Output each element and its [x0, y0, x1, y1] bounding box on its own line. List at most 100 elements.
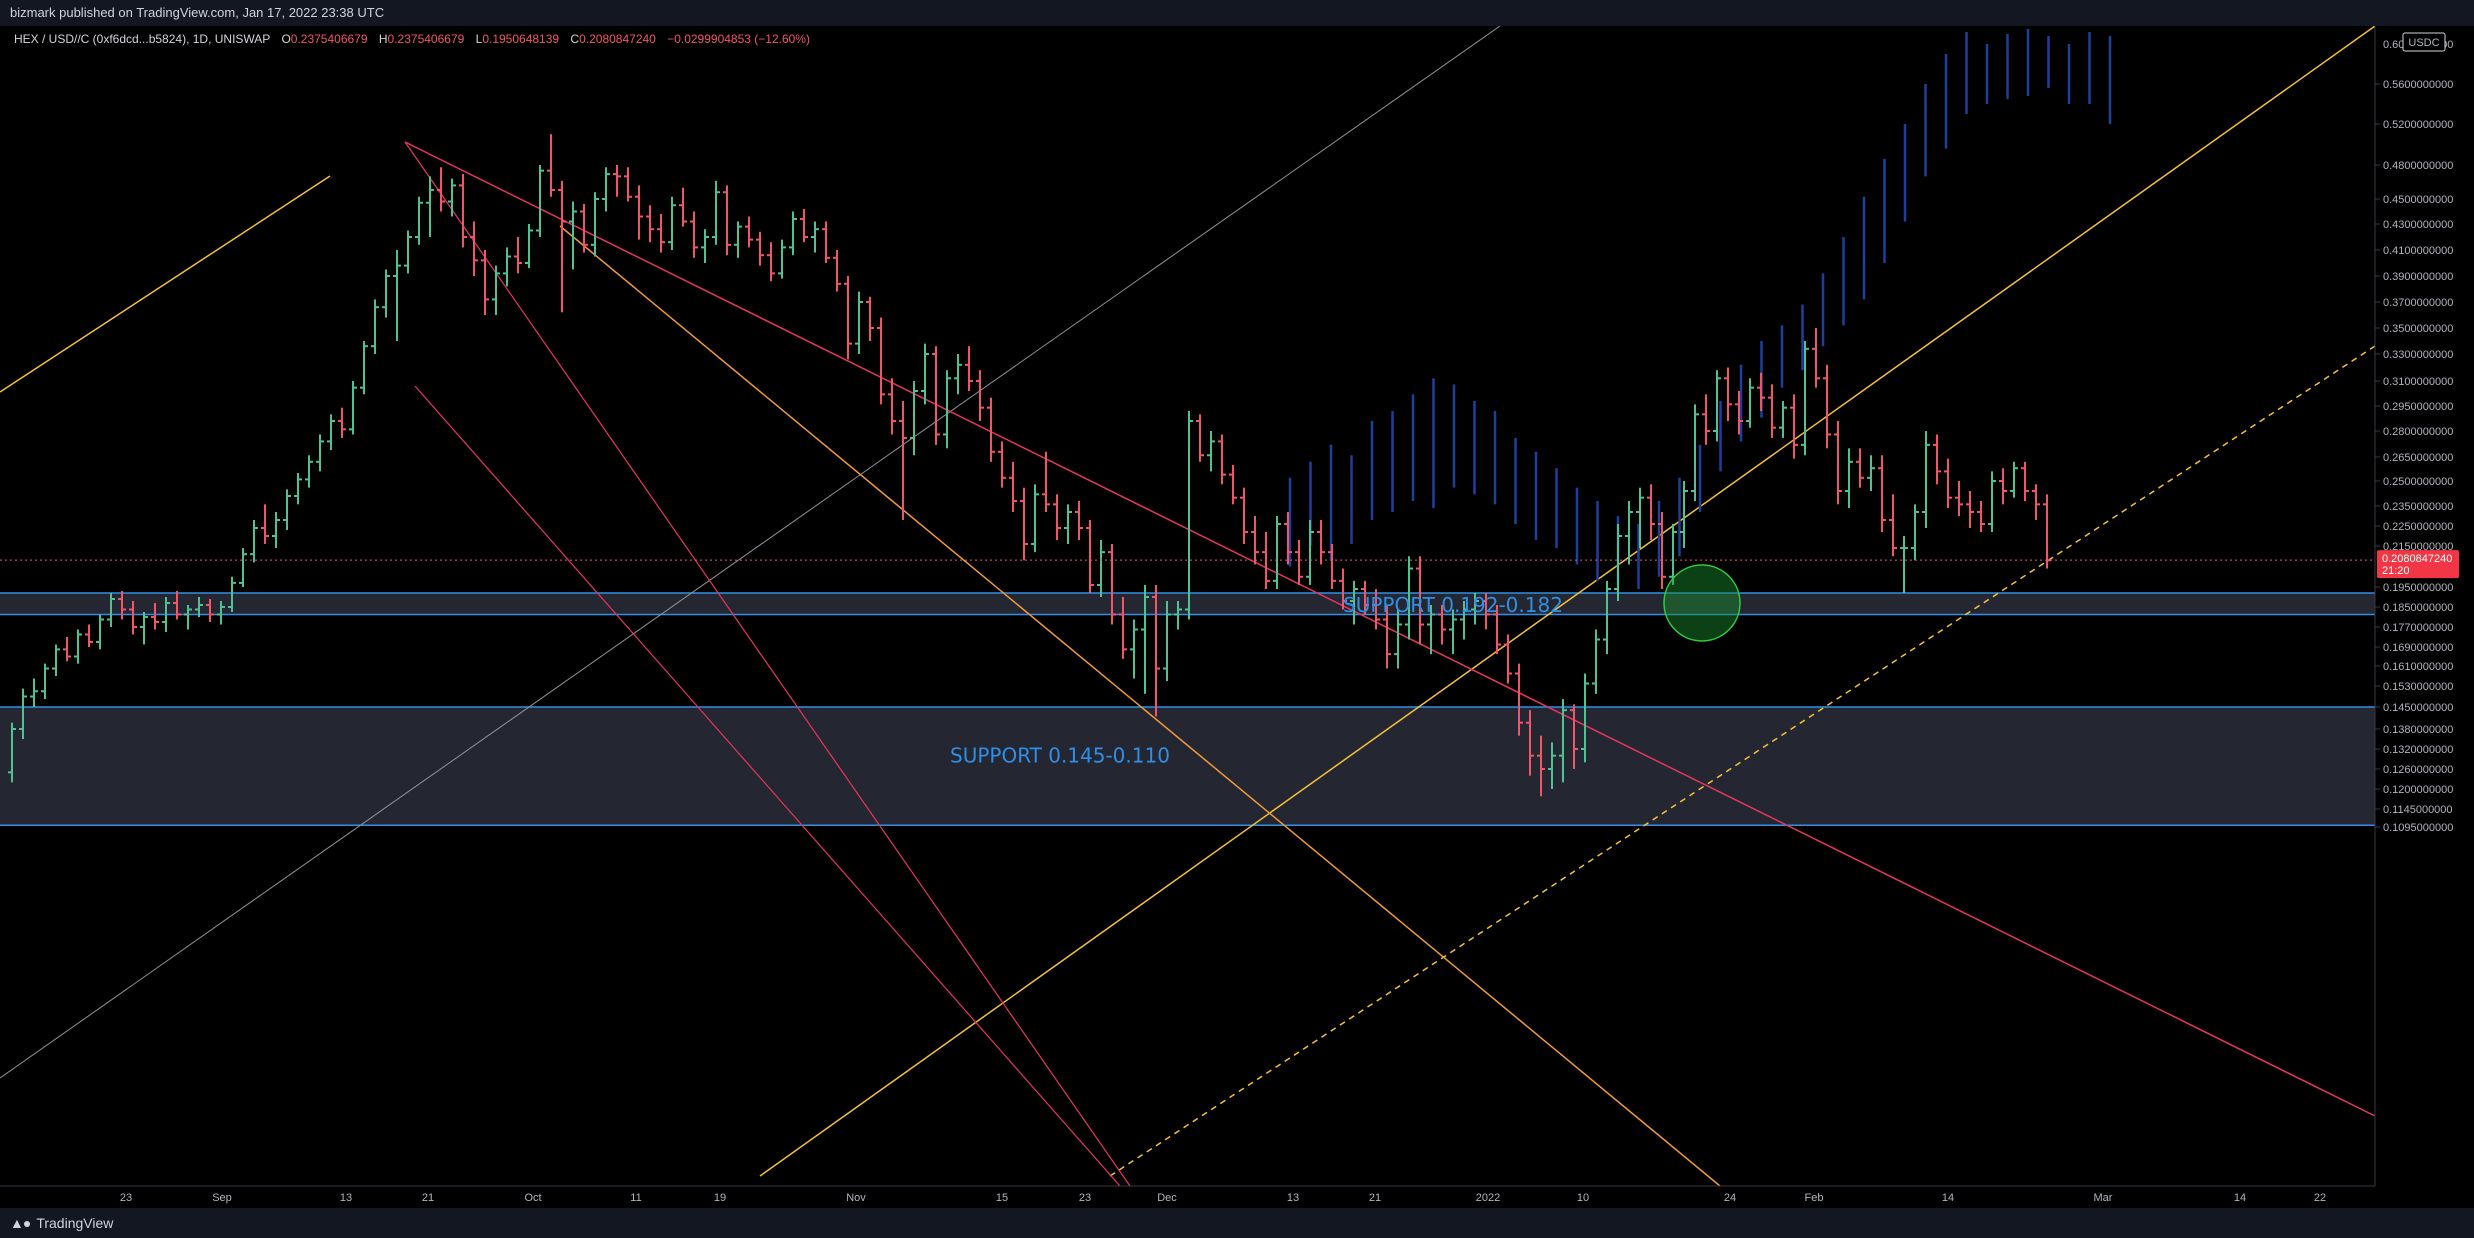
y-tick-label: 0.2800000000: [2383, 426, 2453, 438]
ohlc-bar: [646, 205, 654, 243]
ohlc-bar: [1405, 556, 1413, 640]
ohlc-bar: [1834, 421, 1842, 505]
ohlc-bar: [393, 250, 401, 341]
ohlc-bar: [1064, 504, 1072, 544]
ohlc-bar: [712, 180, 720, 245]
ohlc-bar: [184, 605, 192, 630]
ohlc-bar: [1031, 484, 1039, 553]
ohlc-bar: [1339, 568, 1347, 610]
ohlc-bar: [1152, 584, 1160, 717]
y-tick-label: 0.1320000000: [2383, 744, 2453, 756]
red-steep-line[interactable]: [404, 141, 1131, 1187]
ohlc-bar: [1878, 455, 1886, 532]
red-descending-trendline[interactable]: [404, 141, 2376, 1117]
trend-lines-layer: [0, 26, 2376, 1187]
ohlc-bar: [1746, 378, 1754, 428]
ohlc-bar: [1779, 401, 1787, 438]
long-channel-line[interactable]: [759, 26, 2376, 1177]
ohlc-bar: [613, 165, 621, 197]
x-tick-label: 22: [2314, 1192, 2326, 1204]
x-tick-label: 21: [1369, 1192, 1381, 1204]
ohlc-bar: [426, 176, 434, 237]
ohlc-bar: [1053, 494, 1061, 540]
ohlc-bar: [1295, 540, 1303, 585]
ohlc-bar: [1174, 601, 1182, 630]
ohlc-bar: [349, 381, 357, 435]
red-fan-line[interactable]: [414, 385, 1121, 1187]
legend-high-label: H: [379, 32, 388, 46]
x-tick-label: 13: [1287, 1192, 1299, 1204]
y-tick-label: 0.2350000000: [2383, 501, 2453, 513]
ohlc-bar: [1471, 593, 1479, 625]
ohlc-bar: [1273, 516, 1281, 589]
legend-low: 0.1950648139: [482, 32, 559, 46]
ohlc-bar: [822, 221, 830, 263]
ohlc-bar: [536, 165, 544, 237]
price-chart[interactable]: SUPPORT 0.192-0.182 SUPPORT 0.145-0.110 0…: [0, 26, 2474, 1208]
ohlc-bar: [63, 637, 71, 662]
ohlc-bar: [855, 291, 863, 354]
grey-diagonal-line[interactable]: [0, 26, 1501, 1079]
ohlc-bar: [382, 269, 390, 318]
upper-channel-line[interactable]: [0, 175, 331, 393]
ohlc-bar: [2021, 461, 2029, 501]
target-circle[interactable]: [1663, 564, 1741, 642]
legend-open: 0.2375406679: [291, 32, 368, 46]
ohlc-bar: [899, 401, 907, 520]
ohlc-bar: [954, 354, 962, 395]
ohlc-bar: [1625, 501, 1633, 565]
currency-label: USDC: [2408, 37, 2439, 49]
last-price-value: 0.2080847240: [2382, 553, 2452, 565]
y-tick-label: 0.1200000000: [2383, 784, 2453, 796]
ohlc-bar: [1592, 629, 1600, 694]
ohlc-bar: [624, 167, 632, 202]
x-tick-label: 23: [120, 1192, 132, 1204]
ohlc-bar: [74, 629, 82, 664]
ohlc-bar: [1075, 501, 1083, 540]
orange-descending-line[interactable]: [559, 225, 1721, 1187]
ohlc-bar: [1141, 584, 1149, 694]
ohlc-bar: [338, 407, 346, 438]
ohlc-bar: [1735, 391, 1743, 435]
ohlc-bar: [41, 663, 49, 700]
ohlc-bar: [1207, 431, 1215, 472]
ohlc-bar: [1438, 605, 1446, 645]
ohlc-bar: [547, 134, 555, 197]
ohlc-bar: [1119, 597, 1127, 659]
annotations-layer: SUPPORT 0.192-0.182 SUPPORT 0.145-0.110: [0, 559, 2375, 767]
ohlc-bar: [1944, 458, 1952, 508]
ohlc-bar: [1548, 742, 1556, 789]
legend-low-label: L: [476, 32, 483, 46]
y-tick-label: 0.1690000000: [2383, 642, 2453, 654]
ohlc-bar: [723, 185, 731, 256]
y-tick-label: 0.1450000000: [2383, 702, 2453, 714]
ohlc-bar: [558, 180, 566, 313]
x-tick-label: 2022: [1476, 1192, 1500, 1204]
y-tick-label: 0.1530000000: [2383, 681, 2453, 693]
ohlc-bar: [19, 688, 27, 739]
ohlc-bar: [294, 473, 302, 505]
ohlc-bar: [404, 230, 412, 274]
ohlc-bar: [261, 504, 269, 544]
y-tick-label: 0.1145000000: [2383, 804, 2453, 816]
ohlc-bar: [569, 201, 577, 270]
support-zone-2: [0, 707, 2375, 826]
support-zone-1: [0, 593, 2375, 615]
currency-badge[interactable]: USDC: [2402, 32, 2446, 52]
ohlc-bar: [1614, 524, 1622, 601]
y-tick-label: 0.2650000000: [2383, 452, 2453, 464]
ohlc-bar: [1999, 468, 2007, 505]
ohlc-bar: [360, 341, 368, 395]
ohlc-bar: [1724, 367, 1732, 421]
ohlc-bar: [1801, 341, 1809, 456]
ohlc-bar: [503, 247, 511, 287]
ohlc-bar: [811, 221, 819, 253]
chart-background: [0, 26, 2474, 1208]
ohlc-bar: [789, 211, 797, 256]
ohlc-bar: [195, 597, 203, 617]
support-zones-layer: [0, 592, 2375, 826]
ohlc-bar: [1768, 384, 1776, 438]
tradingview-brand[interactable]: ▲● TradingView: [10, 1215, 113, 1231]
ohlc-bar: [173, 591, 181, 620]
ohlc-bar: [1218, 434, 1226, 485]
